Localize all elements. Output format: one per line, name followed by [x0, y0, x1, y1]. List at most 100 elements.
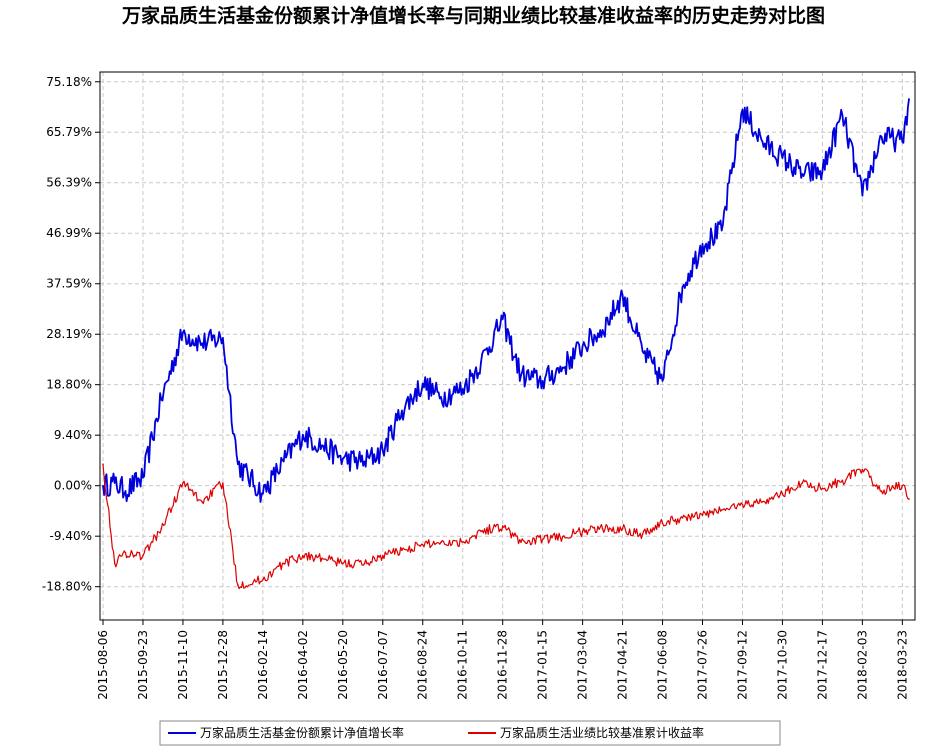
benchmark-point	[880, 490, 883, 492]
x-tick-label: 2017-10-30	[775, 630, 789, 700]
benchmark-point	[282, 562, 285, 565]
fund-point	[282, 460, 285, 463]
y-tick-label: 46.99%	[46, 226, 92, 240]
fund-point	[541, 380, 544, 382]
fund-point	[102, 484, 104, 487]
benchmark-point	[262, 578, 264, 581]
benchmark-point	[681, 517, 684, 519]
x-tick-label: 2016-02-14	[256, 630, 270, 700]
fund-point	[480, 361, 482, 363]
benchmark-point	[222, 482, 224, 484]
benchmark-point	[421, 544, 424, 546]
fund-point	[124, 490, 127, 492]
fund-point	[401, 409, 403, 412]
benchmark-point	[480, 530, 482, 533]
x-axis: 2015-08-06 2015-09-23 2015-11-10 2015-12-28…	[96, 620, 909, 700]
fund-point	[601, 329, 604, 331]
benchmark-point	[581, 530, 584, 533]
benchmark-point	[601, 527, 604, 530]
fund-point	[761, 141, 764, 143]
series-line-benchmark	[102, 464, 910, 590]
x-tick-label: 2016-04-02	[296, 630, 310, 700]
benchmark-point	[720, 509, 723, 511]
benchmark-point	[741, 503, 744, 506]
fund-point	[237, 463, 239, 466]
x-tick-label: 2018-02-03	[855, 630, 869, 700]
benchmark-point	[621, 527, 624, 530]
benchmark-point	[160, 527, 163, 530]
benchmark-point	[861, 468, 864, 471]
fund-point	[621, 294, 624, 296]
benchmark-point	[342, 562, 344, 565]
fund-point	[321, 444, 323, 447]
legend-label-benchmark: 万家品质生活业绩比较基准累计收益率	[500, 725, 704, 740]
y-tick-label: -18.80%	[42, 580, 92, 594]
benchmark-point	[821, 487, 824, 490]
x-tick-label: 2017-09-12	[735, 630, 749, 700]
series-group	[102, 98, 910, 590]
benchmark-point	[201, 501, 203, 503]
fund-point	[182, 331, 184, 334]
benchmark-point	[382, 554, 384, 557]
x-tick-label: 2015-11-10	[176, 630, 190, 700]
benchmark-point	[302, 554, 304, 557]
y-tick-label: 28.19%	[46, 327, 92, 341]
x-tick-label: 2017-12-17	[815, 630, 829, 700]
fund-point	[701, 243, 704, 245]
y-tick-label: 75.18%	[46, 75, 92, 89]
x-tick-label: 2017-04-21	[616, 630, 630, 700]
x-tick-label: 2015-08-06	[96, 630, 110, 700]
fund-point	[880, 135, 883, 138]
y-tick-label: 18.80%	[46, 378, 92, 392]
benchmark-point	[237, 584, 239, 586]
benchmark-point	[113, 562, 116, 565]
fund-point	[382, 450, 384, 452]
fund-point	[421, 382, 424, 385]
benchmark-point	[781, 492, 784, 495]
fund-point	[501, 318, 504, 320]
fund-point	[681, 286, 684, 288]
fund-point	[302, 433, 304, 436]
benchmark-point	[761, 501, 764, 503]
x-tick-label: 2015-09-23	[136, 630, 150, 700]
x-tick-label: 2017-03-04	[576, 630, 590, 700]
x-tick-label: 2016-07-07	[376, 630, 390, 700]
x-tick-label: 2017-07-26	[696, 630, 710, 700]
fund-point	[741, 108, 744, 111]
benchmark-point	[501, 525, 504, 527]
fund-point	[113, 482, 116, 484]
benchmark-point	[801, 482, 804, 484]
y-axis: 75.18% 65.79% 56.39% 46.99% 37.59% 28.19% 18.8…	[42, 75, 100, 594]
benchmark-point	[440, 541, 442, 543]
fund-point	[801, 173, 804, 175]
benchmark-point	[661, 522, 664, 525]
fund-point	[841, 114, 844, 116]
x-tick-label: 2017-06-08	[656, 630, 670, 700]
y-tick-label: 0.00%	[54, 479, 92, 493]
benchmark-point	[401, 549, 403, 551]
y-tick-label: 65.79%	[46, 125, 92, 139]
benchmark-point	[908, 498, 910, 500]
series-line-fund	[102, 98, 910, 503]
fund-point	[561, 366, 564, 369]
fund-point	[160, 398, 163, 401]
benchmark-point	[321, 557, 323, 559]
fund-point	[461, 388, 464, 390]
benchmark-point	[142, 554, 144, 557]
x-tick-label: 2018-03-23	[895, 630, 909, 700]
x-tick-label: 2016-08-24	[416, 630, 430, 700]
x-tick-label: 2015-12-28	[216, 630, 230, 700]
y-tick-label: 56.39%	[46, 176, 92, 190]
grid	[100, 72, 915, 620]
benchmark-point	[701, 514, 704, 516]
benchmark-point	[520, 541, 522, 543]
fund-point	[720, 229, 723, 232]
fund-point	[581, 345, 584, 347]
fund-point	[342, 458, 344, 460]
benchmark-point	[124, 552, 127, 554]
benchmark-point	[841, 479, 844, 482]
plot-area	[100, 72, 915, 620]
fund-point	[363, 460, 366, 463]
chart-title: 万家品质生活基金份额累计净值增长率与同期业绩比较基准收益率的历史走势对比图	[121, 5, 825, 27]
fund-point	[821, 170, 824, 173]
